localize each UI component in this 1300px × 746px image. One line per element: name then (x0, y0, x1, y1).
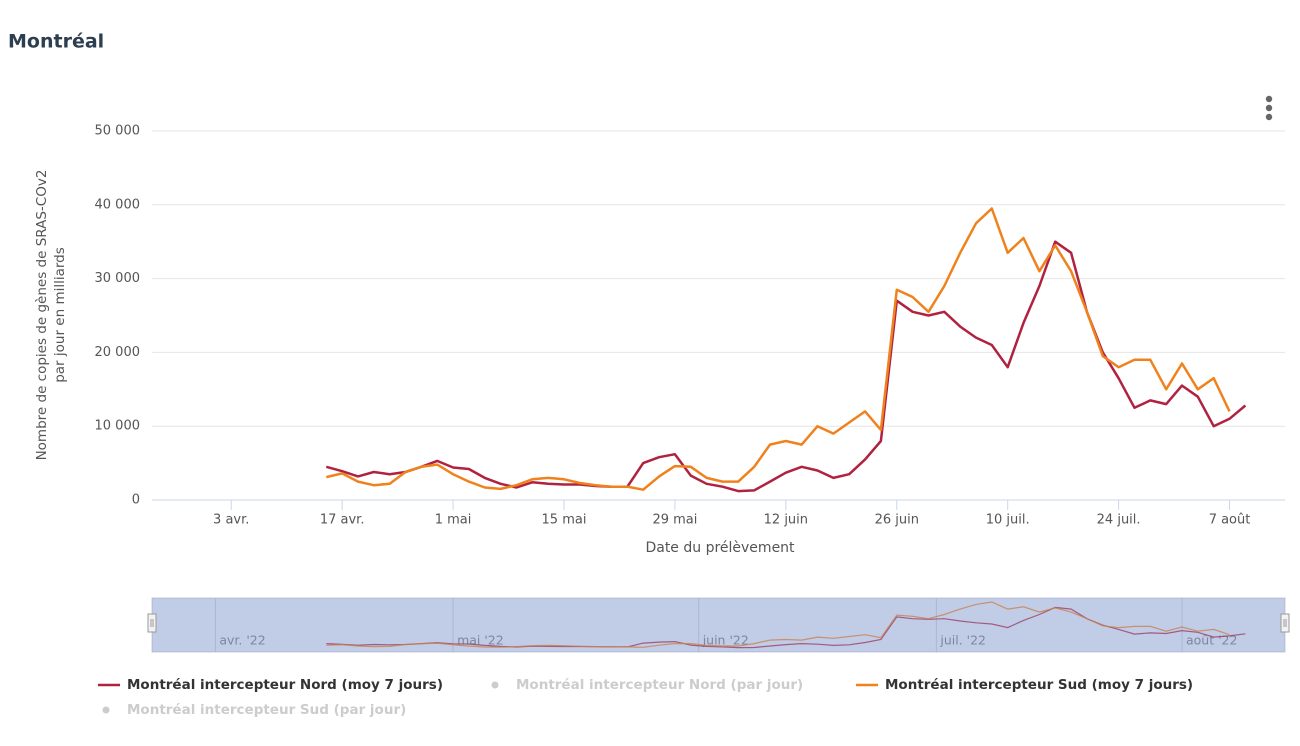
legend-item[interactable]: Montréal intercepteur Sud (moy 7 jours) (856, 677, 1193, 693)
x-tick-label: 26 juin (875, 513, 919, 528)
navigator-handle[interactable] (1280, 613, 1290, 633)
menu-button[interactable] (1265, 95, 1273, 121)
legend-label: Montréal intercepteur Sud (par jour) (127, 702, 406, 718)
x-tick-label: 3 avr. (213, 513, 249, 528)
x-tick-label: 24 juil. (1097, 513, 1141, 528)
navigator-line (326, 601, 1230, 648)
series-line (325, 240, 1247, 493)
navigator[interactable] (151, 597, 1286, 653)
x-tick-label: 15 mai (542, 513, 587, 528)
menu-dot (1265, 104, 1273, 112)
legend-symbol (102, 706, 110, 714)
navigator-tick-label: juin '22 (702, 633, 749, 648)
navigator-tick-label: juil. '22 (939, 633, 986, 648)
legend-item[interactable]: Montréal intercepteur Nord (moy 7 jours) (98, 677, 443, 693)
legend-label: Montréal intercepteur Nord (moy 7 jours) (127, 677, 443, 693)
x-tick-label: 29 mai (652, 513, 697, 528)
x-tick-label: 10 juil. (986, 513, 1030, 528)
x-axis-title: Date du prélèvement (645, 540, 795, 556)
navigator-selection (152, 598, 1285, 652)
navigator-tick-label: avr. '22 (219, 633, 265, 648)
legend-symbol (491, 681, 499, 689)
menu-dot (1265, 95, 1273, 103)
legend-label: Montréal intercepteur Nord (par jour) (516, 677, 803, 693)
navigator-handle[interactable] (147, 613, 157, 633)
y-axis-title: par jour en milliards (52, 247, 68, 383)
x-tick-label: 1 mai (435, 513, 472, 528)
legend-label: Montréal intercepteur Sud (moy 7 jours) (885, 677, 1193, 693)
handle-body (147, 613, 157, 633)
legend-item[interactable]: Montréal intercepteur Nord (par jour) (491, 677, 804, 693)
y-tick-label: 0 (132, 493, 140, 508)
y-tick-label: 10 000 (95, 419, 141, 434)
y-tick-label: 30 000 (95, 271, 141, 286)
menu-dot (1265, 113, 1273, 121)
y-tick-label: 40 000 (95, 197, 141, 212)
x-tick-label: 7 août (1209, 513, 1251, 528)
chart-title: Montréal (8, 31, 104, 53)
x-tick-label: 12 juin (764, 513, 808, 528)
y-axis-title: Nombre de copies de gènes de SRAS-COv2 (34, 170, 50, 461)
x-tick-label: 17 avr. (320, 513, 365, 528)
handle-body (1280, 613, 1290, 633)
legend-item[interactable]: Montréal intercepteur Sud (par jour) (102, 702, 407, 718)
y-tick-label: 20 000 (95, 345, 141, 360)
y-tick-label: 50 000 (95, 124, 141, 139)
series-line (326, 207, 1231, 491)
